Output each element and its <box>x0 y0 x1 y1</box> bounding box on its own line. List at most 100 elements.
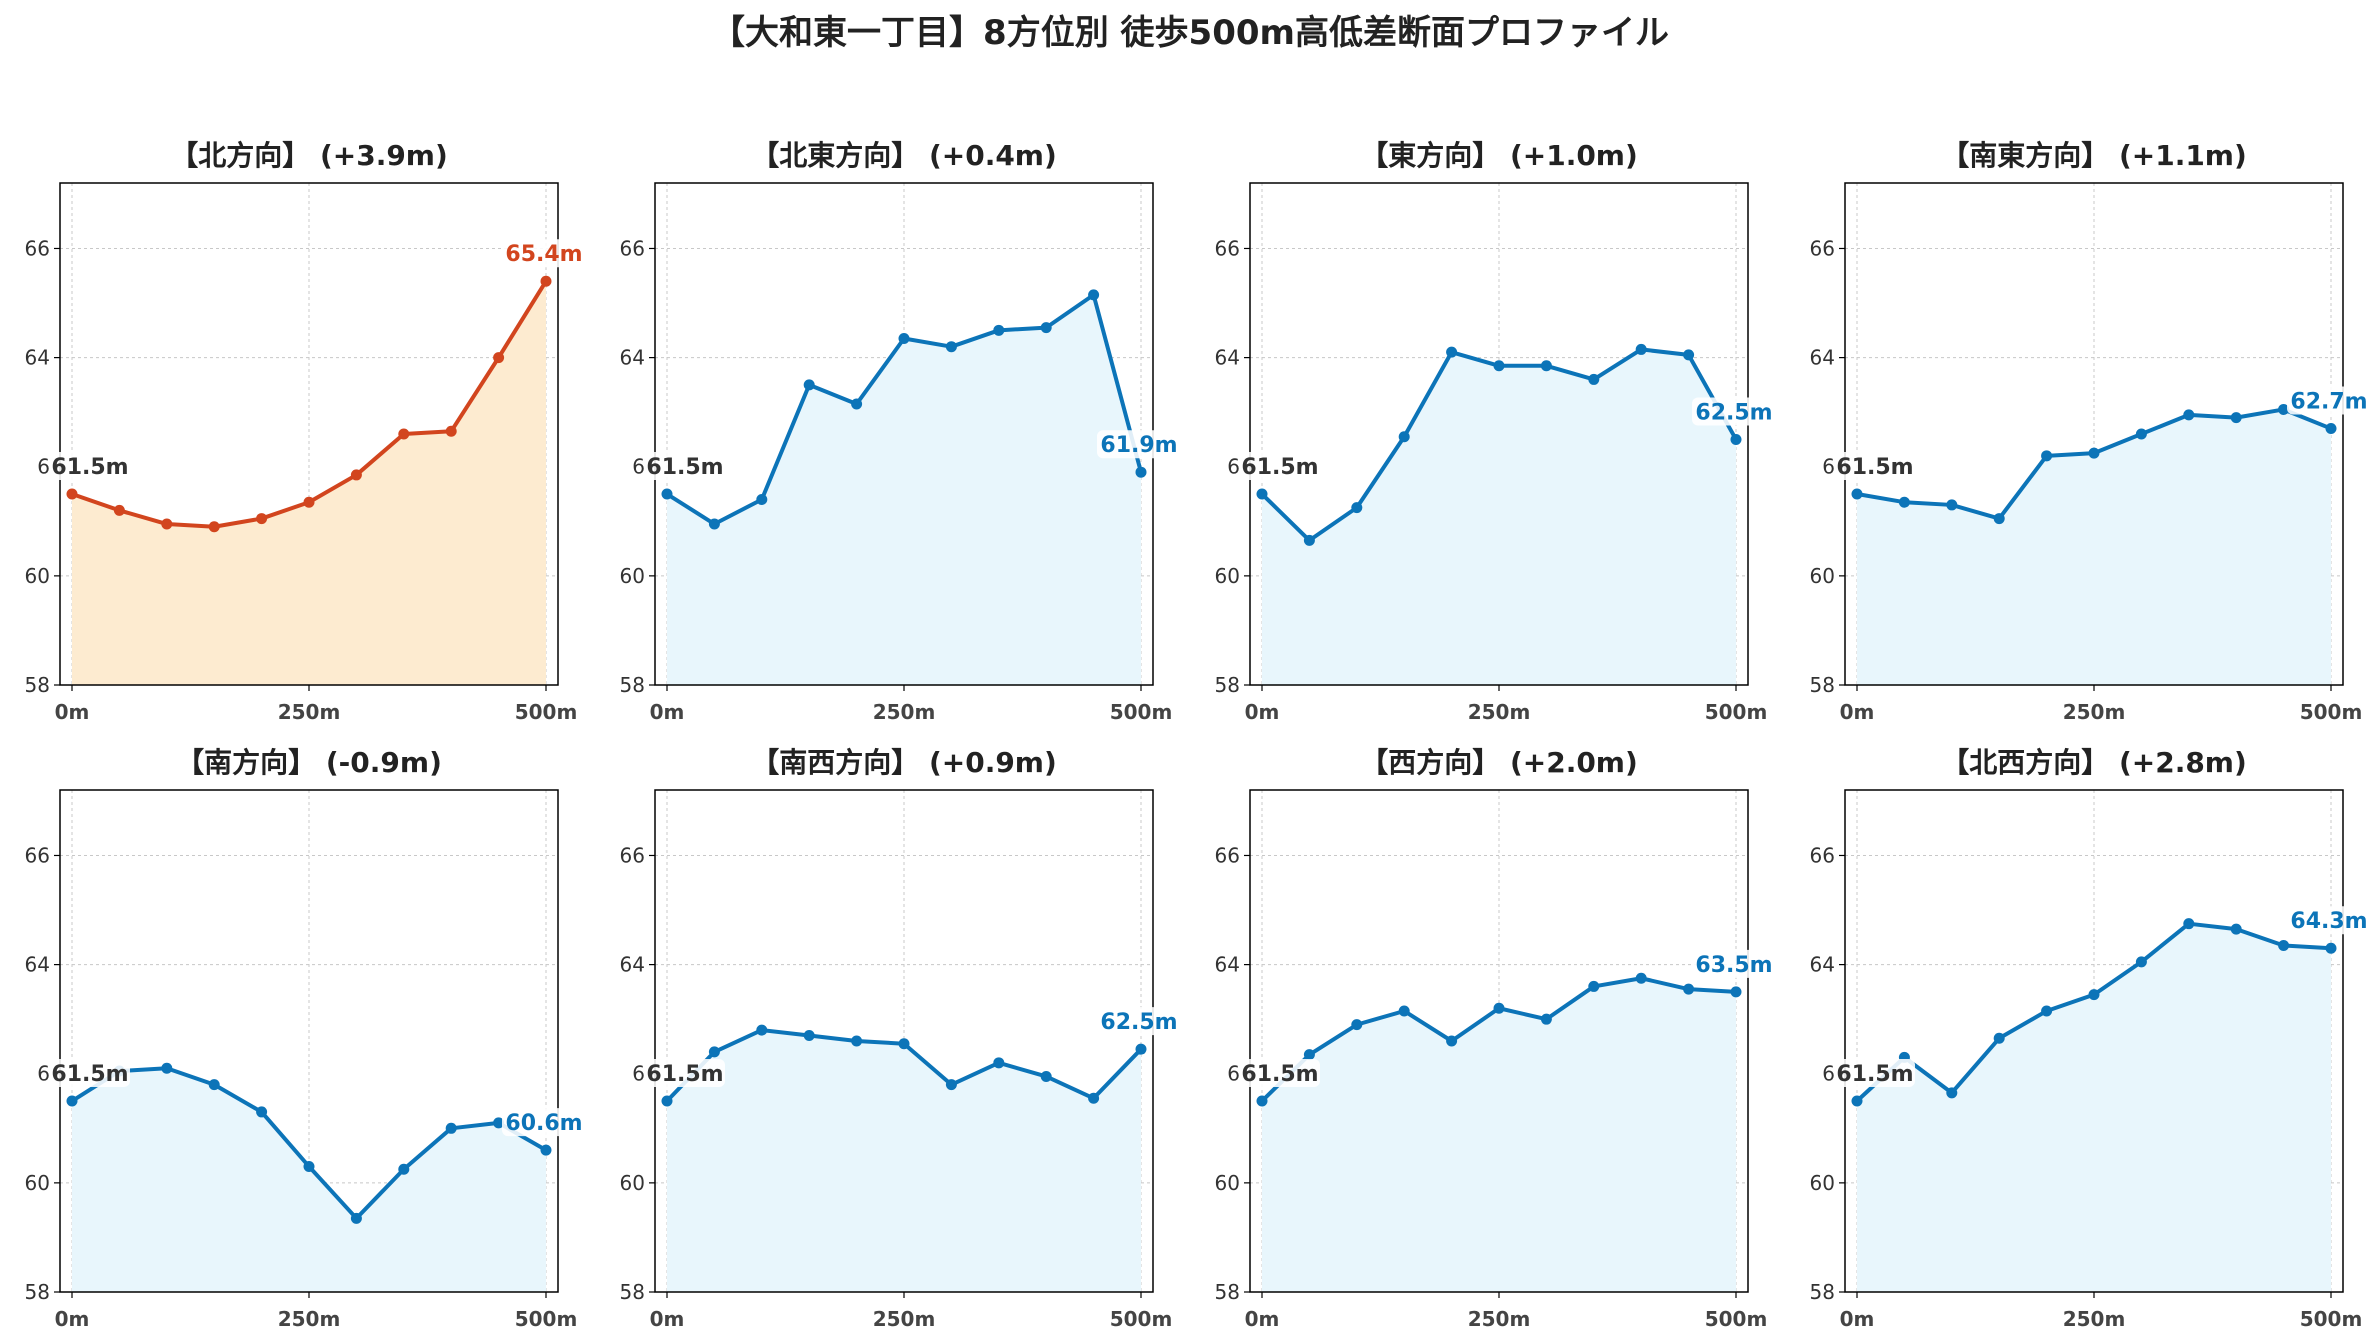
start-elevation-label: 61.5m <box>1241 455 1318 480</box>
x-tick-label: 500m <box>515 700 578 724</box>
profile-point <box>1446 346 1458 358</box>
profile-point <box>1588 373 1600 385</box>
x-tick-label: 500m <box>2300 1307 2363 1331</box>
x-tick-label: 250m <box>873 1307 936 1331</box>
profile-point <box>398 1163 410 1175</box>
y-tick-label-partial: 6 <box>37 1062 50 1086</box>
profile-point <box>540 1144 552 1156</box>
y-tick-label: 64 <box>1215 346 1240 370</box>
profile-point <box>708 518 720 530</box>
profile-point <box>66 1095 78 1107</box>
profile-point <box>1730 986 1742 998</box>
profile-point <box>898 1038 910 1050</box>
profile-point <box>303 496 315 508</box>
profile-point <box>2325 942 2337 954</box>
x-tick-label: 0m <box>1840 1307 1875 1331</box>
end-elevation-label: 62.7m <box>2290 390 2367 415</box>
y-tick-label: 60 <box>1215 564 1240 588</box>
x-tick-label: 250m <box>1468 700 1531 724</box>
profile-point <box>851 1035 863 1047</box>
end-elevation-label: 64.3m <box>2290 909 2367 934</box>
y-tick-label: 64 <box>25 953 50 977</box>
y-tick-label: 66 <box>25 236 50 260</box>
profile-point <box>1898 496 1910 508</box>
y-tick-label: 60 <box>1215 1171 1240 1195</box>
profile-point <box>756 493 768 505</box>
y-tick-label: 66 <box>1810 236 1835 260</box>
y-tick-label: 64 <box>620 346 645 370</box>
start-elevation-label: 61.5m <box>1241 1062 1318 1087</box>
x-tick-label: 0m <box>1840 700 1875 724</box>
profile-point <box>161 1062 173 1074</box>
profile-point <box>756 1024 768 1036</box>
profile-point <box>1993 513 2005 525</box>
end-label-box <box>1692 397 1776 426</box>
x-tick-label: 0m <box>1245 700 1280 724</box>
profile-point <box>2041 450 2053 462</box>
start-label-box <box>1240 1059 1320 1088</box>
start-elevation-label: 61.5m <box>1836 1062 1913 1087</box>
y-tick-label: 64 <box>1810 953 1835 977</box>
start-label-box <box>50 452 130 481</box>
profile-point <box>1683 983 1695 995</box>
x-tick-label: 500m <box>1705 700 1768 724</box>
figure-title: 【大和東一丁目】8方位別 徒歩500m高低差断面プロファイル <box>711 13 1669 53</box>
profile-point <box>445 425 457 437</box>
x-tick-label: 500m <box>2300 700 2363 724</box>
profile-point <box>1540 360 1552 372</box>
y-tick-label: 66 <box>1215 843 1240 867</box>
end-label-box <box>2287 386 2371 415</box>
x-tick-label: 500m <box>515 1307 578 1331</box>
profile-point <box>256 513 268 525</box>
y-tick-label: 58 <box>1810 673 1835 697</box>
y-tick-label: 60 <box>25 1171 50 1195</box>
y-tick-label: 60 <box>1810 1171 1835 1195</box>
start-label-box <box>50 1059 130 1088</box>
profile-point <box>540 275 552 287</box>
profile-point <box>1635 972 1647 984</box>
panel-title: 【北東方向】 (+0.4m) <box>751 139 1057 172</box>
profile-area <box>1857 923 2331 1292</box>
y-tick-label-partial: 6 <box>632 455 645 479</box>
profile-point <box>2183 409 2195 421</box>
y-tick-label: 58 <box>1810 1280 1835 1304</box>
x-tick-label: 250m <box>278 700 341 724</box>
profile-point <box>493 352 505 364</box>
y-tick-label: 58 <box>25 1280 50 1304</box>
profile-point <box>898 333 910 345</box>
x-tick-label: 250m <box>278 1307 341 1331</box>
y-tick-label: 58 <box>620 673 645 697</box>
profile-point <box>1040 1070 1052 1082</box>
profile-point <box>2183 918 2195 930</box>
y-tick-label: 60 <box>620 564 645 588</box>
profile-point <box>2325 423 2337 435</box>
profile-point <box>1135 1043 1147 1055</box>
profile-point <box>945 341 957 353</box>
x-tick-label: 0m <box>1245 1307 1280 1331</box>
profile-point <box>1635 343 1647 355</box>
start-elevation-label: 61.5m <box>51 1062 128 1087</box>
start-elevation-label: 61.5m <box>1836 455 1913 480</box>
profile-point <box>993 324 1005 336</box>
profile-point <box>1588 980 1600 992</box>
profile-point <box>2041 1005 2053 1017</box>
end-label-box <box>502 1108 586 1137</box>
profile-point <box>398 428 410 440</box>
start-label-box <box>1835 452 1915 481</box>
profile-point <box>1851 488 1863 500</box>
y-tick-label-partial: 6 <box>37 455 50 479</box>
profile-area <box>1857 409 2331 685</box>
profile-area <box>667 294 1141 685</box>
profile-point <box>2230 923 2242 935</box>
profile-point <box>1993 1032 2005 1044</box>
profile-area <box>72 1068 546 1292</box>
start-label-box <box>645 452 725 481</box>
profile-point <box>661 1095 673 1107</box>
profile-point <box>1493 360 1505 372</box>
